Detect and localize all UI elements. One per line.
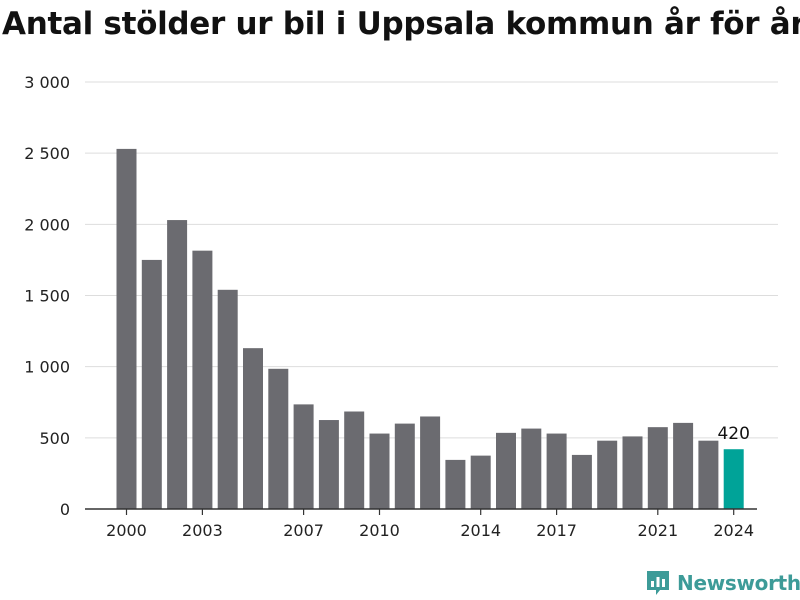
bar-2023 (698, 440, 719, 509)
y-tick-label: 3 000 (24, 73, 70, 92)
bar-2006 (268, 368, 289, 509)
bar-2003 (192, 250, 213, 510)
x-tick-label: 2010 (359, 521, 400, 540)
bar-2008 (318, 420, 339, 509)
x-tick-label: 2000 (106, 521, 147, 540)
y-tick-label: 2 000 (24, 215, 70, 234)
bar-2007 (293, 404, 314, 509)
bar-2009 (344, 411, 365, 509)
x-axis: 2000 2003 2007 2010 2014 2017 2021 2024 (85, 508, 757, 540)
y-tick-label: 0 (60, 500, 70, 519)
bar-2013 (445, 459, 466, 509)
bar-2002 (167, 220, 188, 509)
y-tick-label: 1 500 (24, 287, 70, 306)
bar-2010 (369, 433, 390, 509)
x-tick-label: 2003 (182, 521, 223, 540)
y-axis-ticks: 0 500 1 000 1 500 2 000 2 500 3 000 (24, 73, 70, 519)
newsworthy-logo: Newsworthy (645, 569, 800, 597)
chart-title: Antal stölder ur bil i Uppsala kommun år… (2, 6, 800, 42)
gridlines (85, 81, 778, 439)
x-tick-label: 2021 (637, 521, 678, 540)
bar-2022 (673, 422, 694, 509)
bar-2016 (521, 428, 542, 509)
newsworthy-logo-text: Newsworthy (677, 571, 800, 595)
y-tick-label: 1 000 (24, 358, 70, 377)
bar-2004 (217, 289, 238, 509)
x-tick-label: 2014 (460, 521, 501, 540)
newsworthy-logo-icon (647, 571, 669, 595)
x-tick-label: 2017 (536, 521, 577, 540)
data-labels: 420 (717, 424, 749, 444)
bar-2017 (546, 433, 567, 509)
bar-2000 (116, 148, 137, 509)
bar-2015 (496, 432, 516, 509)
data-label: 420 (717, 424, 749, 444)
bars (116, 148, 744, 510)
bar-2014 (470, 455, 491, 509)
bar-2019 (597, 440, 618, 509)
bar-2012 (420, 416, 441, 509)
y-tick-label: 2 500 (24, 144, 70, 163)
bar-2018 (571, 454, 592, 509)
x-tick-label: 2007 (283, 521, 324, 540)
bar-2020 (622, 436, 643, 509)
x-tick-label: 2024 (713, 521, 754, 540)
bar-2001 (141, 259, 162, 509)
y-tick-label: 500 (39, 429, 70, 448)
bar-2024 (723, 449, 744, 509)
bar-2021 (647, 427, 668, 509)
bar-2011 (394, 423, 415, 509)
bar-2005 (243, 348, 263, 509)
